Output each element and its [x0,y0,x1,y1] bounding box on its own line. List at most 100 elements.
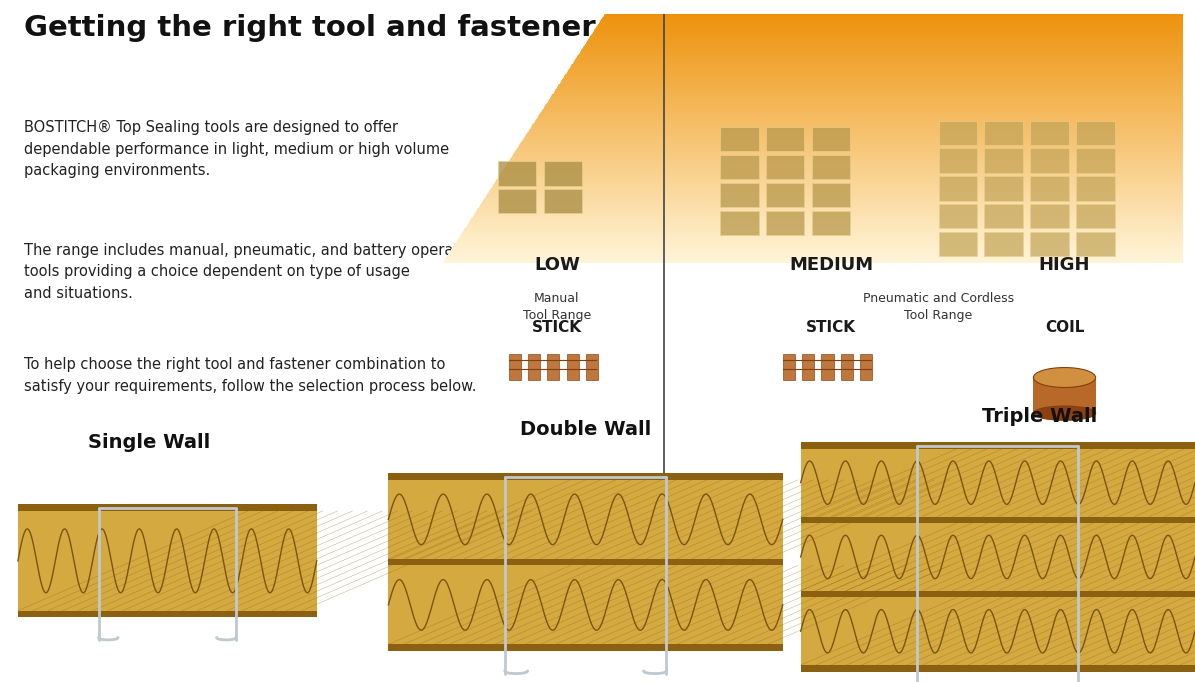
FancyBboxPatch shape [801,449,1195,516]
FancyBboxPatch shape [811,155,851,179]
Polygon shape [582,48,1183,49]
Polygon shape [531,127,1183,128]
Text: Single Wall: Single Wall [88,433,210,452]
Polygon shape [451,249,1183,250]
Polygon shape [467,224,1183,225]
Polygon shape [537,118,1183,119]
Text: Manual
Tool Range: Manual Tool Range [523,292,592,322]
Polygon shape [535,120,1183,121]
FancyBboxPatch shape [821,354,834,380]
Polygon shape [471,219,1183,220]
Polygon shape [570,66,1183,67]
FancyBboxPatch shape [783,354,795,380]
Polygon shape [557,87,1183,88]
Polygon shape [594,30,1183,31]
Polygon shape [583,47,1183,48]
Polygon shape [527,133,1183,134]
FancyBboxPatch shape [938,177,978,201]
Polygon shape [448,252,1183,254]
Polygon shape [577,55,1183,56]
Text: Pneumatic and Cordless
Tool Range: Pneumatic and Cordless Tool Range [863,292,1015,322]
Polygon shape [571,65,1183,66]
Polygon shape [538,117,1183,118]
FancyBboxPatch shape [497,189,537,213]
Polygon shape [580,53,1183,54]
Polygon shape [581,49,1183,50]
FancyBboxPatch shape [801,516,1195,523]
Polygon shape [602,17,1183,18]
Polygon shape [590,35,1183,36]
Polygon shape [519,146,1183,147]
Polygon shape [599,23,1183,24]
Polygon shape [563,77,1183,78]
Polygon shape [528,130,1183,131]
Polygon shape [569,69,1183,70]
Polygon shape [595,28,1183,29]
FancyBboxPatch shape [18,511,317,611]
Polygon shape [533,123,1183,124]
FancyBboxPatch shape [1077,121,1115,145]
Text: Triple Wall: Triple Wall [982,407,1097,426]
Polygon shape [472,216,1183,217]
Polygon shape [601,18,1183,20]
Polygon shape [472,217,1183,218]
Polygon shape [589,38,1183,39]
FancyBboxPatch shape [388,565,783,644]
Polygon shape [581,50,1183,51]
Polygon shape [454,244,1183,245]
FancyBboxPatch shape [766,183,804,207]
Polygon shape [517,148,1183,149]
Polygon shape [454,245,1183,246]
Polygon shape [564,75,1183,76]
FancyBboxPatch shape [1077,232,1115,256]
Polygon shape [588,39,1183,40]
Polygon shape [566,73,1183,74]
FancyBboxPatch shape [860,354,872,380]
FancyBboxPatch shape [528,354,540,380]
Polygon shape [509,160,1183,161]
Polygon shape [538,115,1183,116]
Polygon shape [576,57,1183,58]
Polygon shape [603,14,1183,15]
FancyBboxPatch shape [938,149,978,173]
Polygon shape [505,165,1183,166]
FancyBboxPatch shape [801,665,1195,672]
FancyBboxPatch shape [1077,177,1115,201]
Polygon shape [584,44,1183,45]
Polygon shape [504,167,1183,168]
FancyBboxPatch shape [1030,149,1070,173]
Text: BOSTITCH® Top Sealing tools are designed to offer
dependable performance in ligh: BOSTITCH® Top Sealing tools are designed… [24,120,449,178]
Polygon shape [543,108,1183,109]
Polygon shape [550,97,1183,98]
Polygon shape [562,79,1183,80]
Polygon shape [541,111,1183,112]
FancyBboxPatch shape [1077,204,1115,228]
FancyBboxPatch shape [766,211,804,235]
Polygon shape [453,246,1183,247]
FancyBboxPatch shape [1030,204,1070,228]
FancyBboxPatch shape [388,559,783,565]
Polygon shape [534,122,1183,123]
Polygon shape [587,41,1183,42]
Polygon shape [532,126,1183,127]
Polygon shape [460,236,1183,237]
Polygon shape [589,37,1183,38]
Polygon shape [478,207,1183,209]
Polygon shape [492,185,1183,186]
FancyBboxPatch shape [544,162,582,186]
Polygon shape [483,201,1183,202]
Polygon shape [462,232,1183,233]
Polygon shape [497,177,1183,179]
Polygon shape [445,259,1183,260]
Polygon shape [529,128,1183,130]
Polygon shape [535,119,1183,120]
Polygon shape [526,134,1183,135]
Polygon shape [484,198,1183,199]
Polygon shape [565,74,1183,75]
Polygon shape [571,64,1183,65]
Polygon shape [516,149,1183,150]
Text: Double Wall: Double Wall [520,420,651,439]
FancyBboxPatch shape [586,354,598,380]
Polygon shape [525,136,1183,137]
Polygon shape [468,222,1183,224]
